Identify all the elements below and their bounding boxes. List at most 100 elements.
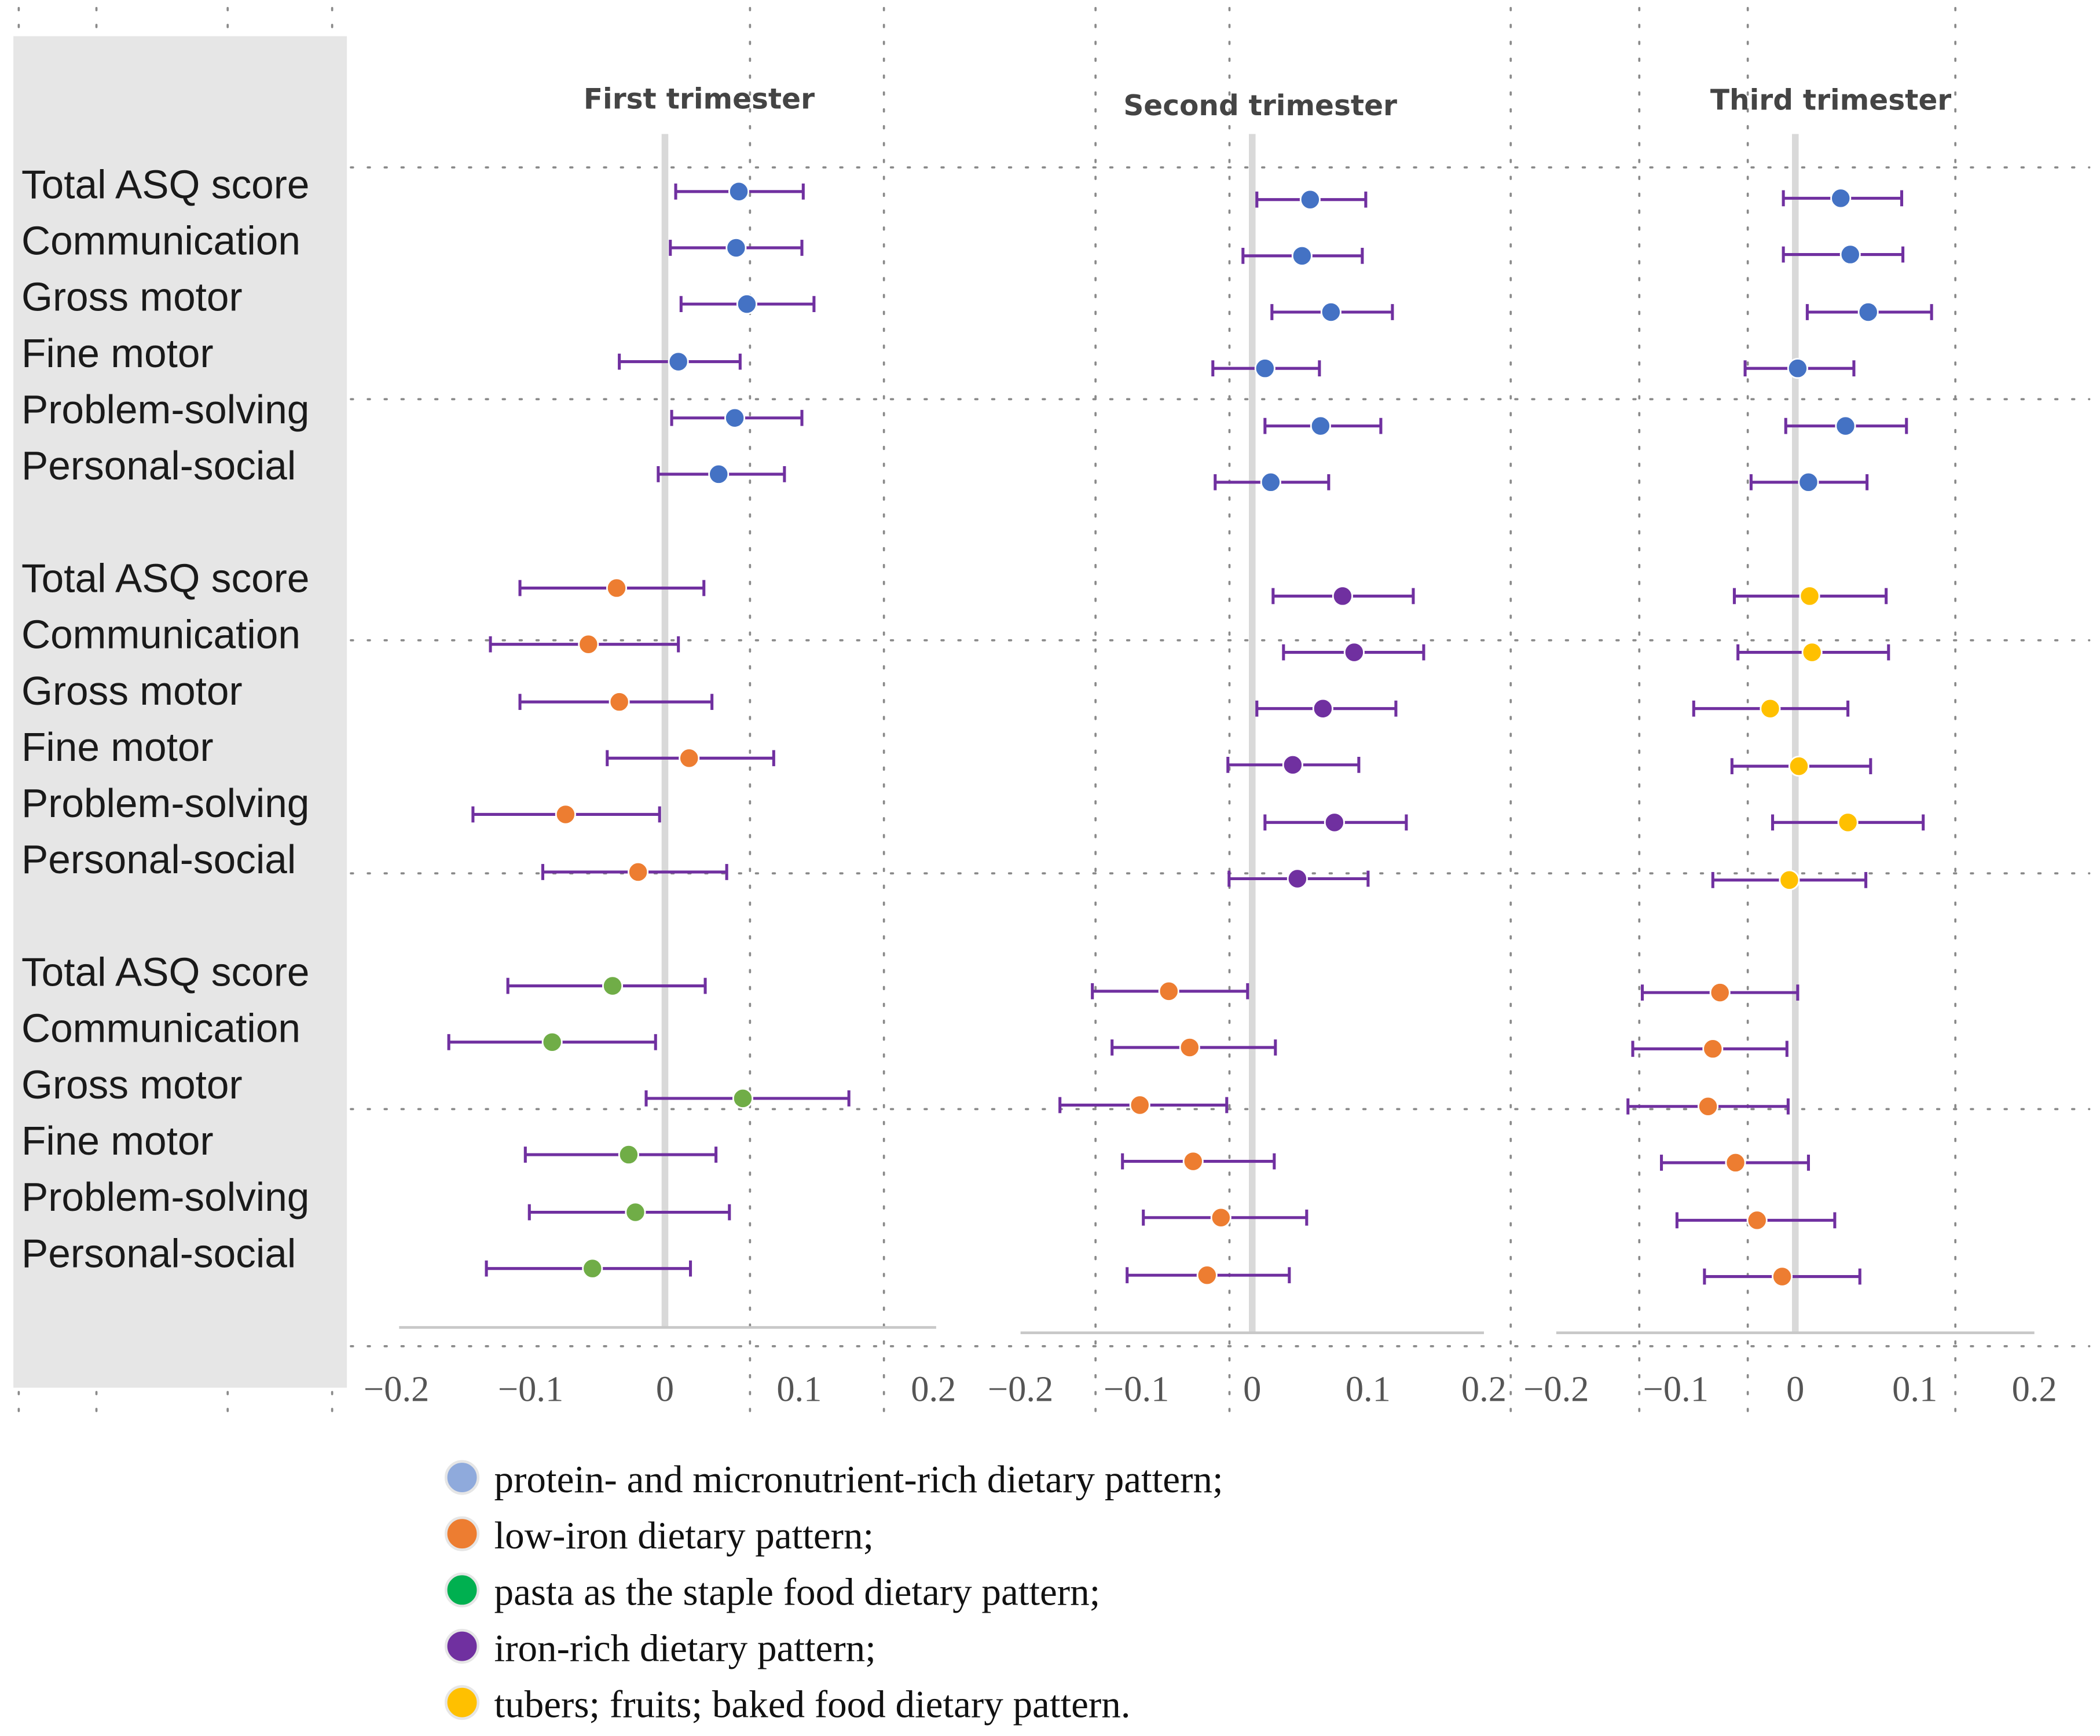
panel-title-2: Third trimester — [1710, 85, 1951, 117]
estimate-point-p0-g2-r4 — [625, 1202, 646, 1223]
legend-label-1: low-iron dietary pattern; — [494, 1514, 874, 1557]
estimate-point-p1-g1-r0 — [1332, 585, 1353, 607]
row-label-1: Communication — [21, 218, 300, 263]
estimate-point-p2-g0-r1 — [1839, 244, 1861, 265]
estimate-point-p1-g1-r2 — [1312, 698, 1333, 719]
row-label-10: Problem-solving — [21, 781, 309, 826]
estimate-point-p0-g0-r0 — [728, 181, 750, 202]
estimate-point-p2-g0-r3 — [1787, 358, 1808, 379]
estimate-point-p1-g2-r3 — [1182, 1151, 1204, 1172]
panel-2: Third trimester −0.2 −0.1 0 0.1 0.2 — [1523, 85, 2057, 1409]
estimate-point-p0-g2-r3 — [618, 1144, 639, 1166]
row-label-7: Communication — [21, 612, 300, 657]
estimate-point-p2-g0-r4 — [1835, 415, 1856, 437]
x-tick-label-2-1: −0.1 — [1643, 1369, 1709, 1409]
estimate-point-p2-g2-r0 — [1709, 982, 1731, 1003]
estimate-point-p1-g1-r3 — [1282, 754, 1303, 775]
estimate-point-p0-g0-r2 — [736, 294, 757, 315]
x-tick-label-1-4: 0.2 — [1461, 1369, 1507, 1409]
estimate-point-p1-g2-r0 — [1158, 980, 1179, 1002]
estimate-point-p2-g1-r1 — [1801, 642, 1823, 663]
row-label-3: Fine motor — [21, 331, 214, 376]
estimate-point-p1-g0-r1 — [1291, 245, 1313, 266]
estimate-point-p0-g1-r1 — [578, 633, 599, 655]
estimate-point-p1-g0-r4 — [1310, 415, 1331, 437]
row-labels: Total ASQ score Communication Gross motor F… — [21, 162, 309, 1276]
estimate-point-p1-g2-r4 — [1210, 1207, 1232, 1228]
estimate-point-p0-g2-r0 — [602, 975, 624, 997]
legend-label-3: iron-rich dietary pattern; — [494, 1626, 876, 1669]
x-tick-label-2-0: −0.2 — [1523, 1369, 1589, 1409]
estimate-point-p2-g0-r0 — [1830, 188, 1852, 209]
estimate-point-p2-g2-r1 — [1702, 1038, 1724, 1060]
x-tick-label-1-3: 0.1 — [1346, 1369, 1391, 1409]
estimate-point-p2-g0-r5 — [1798, 471, 1819, 493]
estimate-point-p1-g1-r5 — [1287, 868, 1308, 889]
legend-swatch-4 — [444, 1685, 480, 1720]
row-label-13: Communication — [21, 1006, 300, 1051]
estimate-point-p0-g1-r2 — [609, 691, 630, 713]
panel-title-1: Second trimester — [1123, 90, 1397, 122]
row-label-8: Gross motor — [21, 668, 243, 713]
estimate-point-p0-g0-r5 — [708, 463, 730, 485]
estimate-point-p0-g1-r3 — [679, 748, 700, 769]
estimate-point-p0-g0-r1 — [725, 237, 747, 258]
legend: protein- and micronutrient-rich dietary … — [444, 1457, 1223, 1726]
estimate-point-p0-g1-r5 — [628, 861, 649, 882]
x-tick-label-0-0: −0.2 — [364, 1369, 429, 1409]
estimate-point-p1-g0-r2 — [1320, 301, 1342, 323]
legend-label-0: protein- and micronutrient-rich dietary … — [494, 1457, 1223, 1501]
estimate-point-p2-g1-r5 — [1779, 869, 1800, 891]
estimate-point-p2-g1-r0 — [1799, 585, 1820, 607]
estimate-point-p1-g2-r5 — [1196, 1265, 1218, 1286]
estimate-point-p2-g1-r4 — [1837, 812, 1859, 833]
row-label-4: Problem-solving — [21, 387, 309, 432]
estimate-point-p0-g2-r5 — [582, 1258, 603, 1279]
x-tick-label-1-1: −0.1 — [1104, 1369, 1169, 1409]
x-tick-label-2-3: 0.1 — [1892, 1369, 1937, 1409]
estimate-point-p0-g0-r3 — [668, 351, 689, 372]
x-tick-label-0-1: −0.1 — [498, 1369, 563, 1409]
estimate-point-p0-g1-r4 — [555, 804, 576, 825]
estimate-point-p1-g0-r3 — [1254, 358, 1276, 379]
row-label-panel — [13, 36, 347, 1388]
row-label-16: Problem-solving — [21, 1174, 309, 1219]
estimate-point-p1-g2-r2 — [1129, 1094, 1150, 1116]
row-label-2: Gross motor — [21, 274, 243, 320]
estimate-point-p0-g0-r4 — [724, 407, 746, 428]
x-tick-label-0-4: 0.2 — [911, 1369, 956, 1409]
estimate-point-p1-g1-r1 — [1343, 642, 1365, 663]
x-tick-label-0-2: 0 — [656, 1369, 674, 1409]
row-label-12: Total ASQ score — [21, 950, 309, 995]
row-label-9: Fine motor — [21, 724, 214, 770]
legend-swatch-2 — [444, 1572, 480, 1607]
legend-swatch-0 — [444, 1460, 480, 1495]
row-label-5: Personal-social — [21, 443, 296, 488]
row-label-15: Fine motor — [21, 1118, 214, 1163]
legend-swatch-1 — [444, 1516, 480, 1551]
estimate-point-p1-g1-r4 — [1324, 812, 1345, 833]
estimate-point-p0-g2-r1 — [541, 1031, 563, 1053]
estimate-point-p2-g2-r5 — [1772, 1266, 1793, 1287]
legend-label-2: pasta as the staple food dietary pattern… — [494, 1570, 1101, 1613]
estimate-point-p2-g0-r2 — [1857, 301, 1879, 323]
estimate-point-p1-g0-r0 — [1299, 189, 1321, 210]
panel-0: First trimester −0.2 −0.1 0 0.1 0.2 — [364, 83, 956, 1409]
legend-swatch-3 — [444, 1628, 480, 1664]
x-tick-label-2-2: 0 — [1786, 1369, 1804, 1409]
row-label-14: Gross motor — [21, 1062, 243, 1107]
x-tick-label-1-2: 0 — [1243, 1369, 1261, 1409]
estimate-point-p2-g2-r3 — [1725, 1152, 1746, 1173]
estimate-point-p0-g1-r0 — [606, 577, 628, 599]
estimate-point-p2-g1-r2 — [1760, 698, 1781, 719]
row-label-6: Total ASQ score — [21, 555, 309, 600]
estimate-point-p0-g2-r2 — [732, 1087, 754, 1109]
x-tick-label-2-4: 0.2 — [2012, 1369, 2057, 1409]
x-tick-label-0-3: 0.1 — [776, 1369, 822, 1409]
row-label-0: Total ASQ score — [21, 162, 309, 207]
x-tick-label-1-0: −0.2 — [988, 1369, 1053, 1409]
legend-label-4: tubers; fruits; baked food dietary patte… — [494, 1683, 1131, 1726]
estimate-point-p1-g2-r1 — [1179, 1037, 1200, 1059]
panel-1: Second trimester −0.2 −0.1 0 0.1 0.2 — [988, 90, 1507, 1409]
